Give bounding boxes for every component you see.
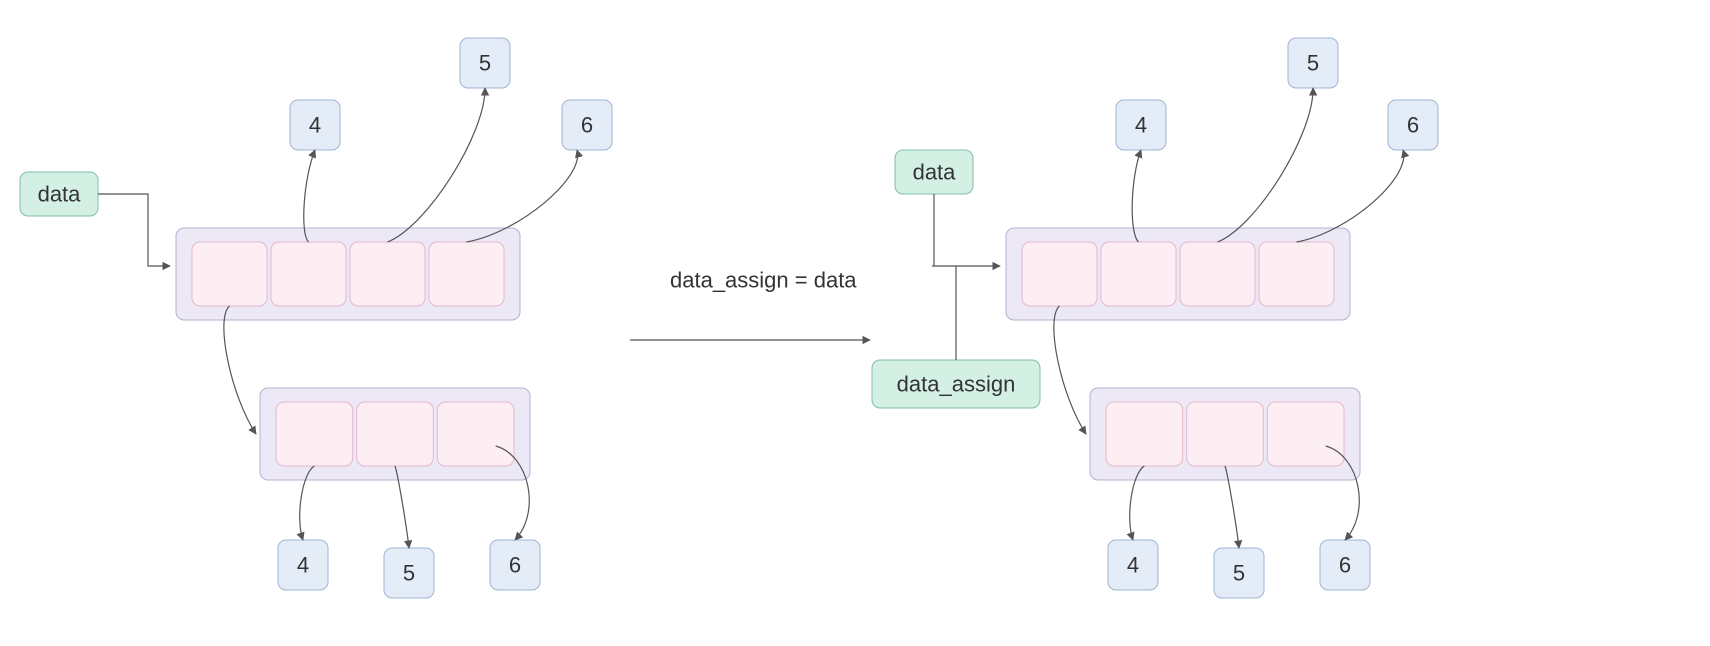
right-assign-text: data_assign [897, 372, 1016, 397]
right-top-num-0-text: 4 [1135, 113, 1147, 138]
left-container-1-cell-1 [271, 242, 346, 306]
center-expr: data_assign = data [670, 268, 857, 293]
left-top-num-0-text: 4 [309, 113, 321, 138]
right-edge-t1 [1218, 88, 1314, 242]
right-container-2-cell-2 [1267, 402, 1344, 466]
right-bottom-num-0-text: 4 [1127, 553, 1139, 578]
left-container-2-cell-1 [357, 402, 434, 466]
right-container-1-cell-2 [1180, 242, 1255, 306]
left-bottom-num-0-text: 4 [297, 553, 309, 578]
right-edge-c1c2 [1054, 306, 1086, 434]
left-data-text: data [38, 182, 82, 207]
right-bottom-num-1-text: 5 [1233, 561, 1245, 586]
left-container-2-cell-0 [276, 402, 353, 466]
right-container-1-cell-1 [1101, 242, 1176, 306]
right-data-text: data [913, 160, 957, 185]
left-edge-data [98, 194, 170, 266]
right-top-num-2-text: 6 [1407, 113, 1419, 138]
right-container-2-cell-0 [1106, 402, 1183, 466]
right-container-2-cell-1 [1187, 402, 1264, 466]
left-edge-c1c2 [224, 306, 256, 434]
right-container-1-cell-3 [1259, 242, 1334, 306]
right-container-1-cell-0 [1022, 242, 1097, 306]
left-bottom-num-1-text: 5 [403, 561, 415, 586]
left-container-1-cell-0 [192, 242, 267, 306]
left-top-num-2-text: 6 [581, 113, 593, 138]
left-edge-t1 [388, 88, 486, 242]
left-container-1-cell-2 [350, 242, 425, 306]
right-bottom-num-2-text: 6 [1339, 553, 1351, 578]
left-container-2-cell-2 [437, 402, 514, 466]
left-bottom-num-2-text: 6 [509, 553, 521, 578]
left-top-num-1-text: 5 [479, 51, 491, 76]
right-top-num-1-text: 5 [1307, 51, 1319, 76]
left-container-1-cell-3 [429, 242, 504, 306]
